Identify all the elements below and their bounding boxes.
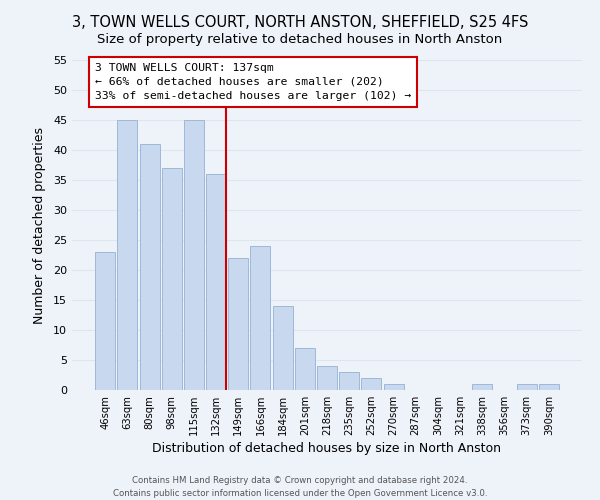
Text: 3 TOWN WELLS COURT: 137sqm
← 66% of detached houses are smaller (202)
33% of sem: 3 TOWN WELLS COURT: 137sqm ← 66% of deta…: [95, 63, 412, 101]
Bar: [272, 306, 293, 390]
Text: Contains HM Land Registry data © Crown copyright and database right 2024.
Contai: Contains HM Land Registry data © Crown c…: [113, 476, 487, 498]
Bar: [517, 384, 536, 390]
Bar: [206, 174, 226, 390]
Bar: [383, 384, 404, 390]
Bar: [295, 348, 315, 390]
X-axis label: Distribution of detached houses by size in North Anston: Distribution of detached houses by size …: [152, 442, 502, 455]
Bar: [162, 168, 182, 390]
Bar: [539, 384, 559, 390]
Y-axis label: Number of detached properties: Number of detached properties: [33, 126, 46, 324]
Bar: [361, 378, 382, 390]
Bar: [228, 258, 248, 390]
Bar: [184, 120, 204, 390]
Bar: [95, 252, 115, 390]
Bar: [140, 144, 160, 390]
Bar: [118, 120, 137, 390]
Bar: [339, 372, 359, 390]
Bar: [250, 246, 271, 390]
Bar: [317, 366, 337, 390]
Text: Size of property relative to detached houses in North Anston: Size of property relative to detached ho…: [97, 32, 503, 46]
Bar: [472, 384, 492, 390]
Text: 3, TOWN WELLS COURT, NORTH ANSTON, SHEFFIELD, S25 4FS: 3, TOWN WELLS COURT, NORTH ANSTON, SHEFF…: [72, 15, 528, 30]
